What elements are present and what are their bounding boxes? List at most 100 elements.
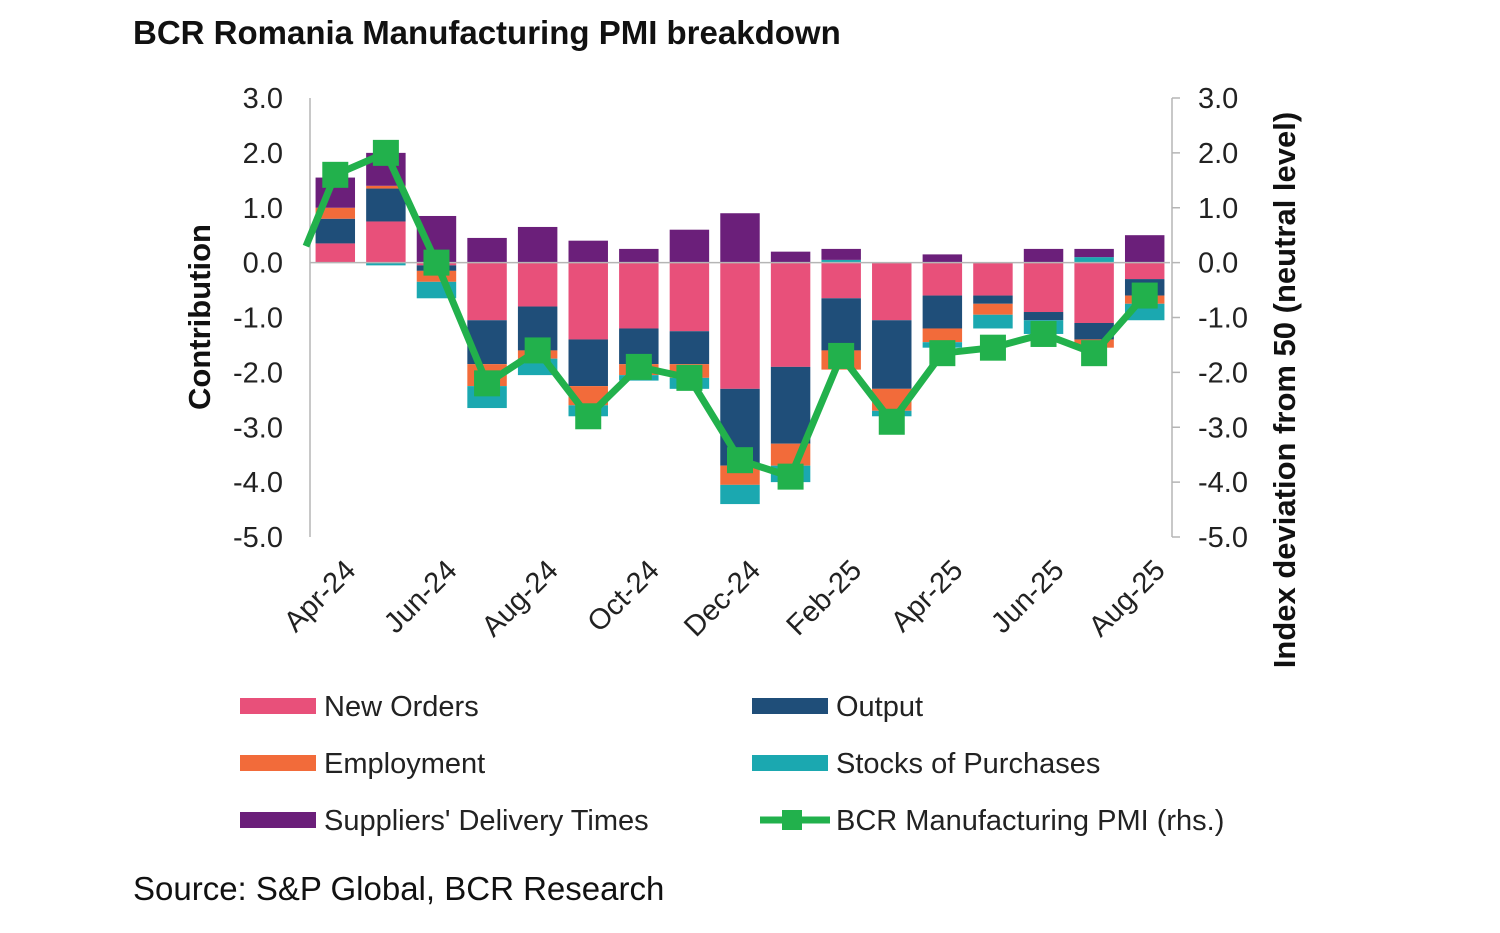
pmi-marker: [524, 337, 551, 364]
pmi-marker: [676, 364, 703, 391]
legend-swatch: [752, 755, 828, 771]
bar-segment: [517, 226, 558, 263]
y2-tick-label: -1.0: [1198, 303, 1248, 335]
bar-segment: [1074, 322, 1114, 340]
bar-segment: [872, 262, 912, 321]
bar-segment: [1074, 257, 1114, 263]
legend-marker-swatch: [782, 810, 802, 830]
legend: New Orders Output Employment Stocks of Purc…: [240, 691, 1224, 837]
bar-segment: [973, 303, 1013, 315]
pmi-marker: [828, 342, 855, 369]
y-tick-label: 0.0: [243, 248, 283, 280]
pmi-marker: [625, 353, 652, 380]
bar-segment: [1023, 262, 1064, 313]
pmi-marker: [322, 161, 349, 188]
y-tick-label: 2.0: [243, 138, 283, 170]
bar-segment: [720, 262, 760, 389]
pmi-marker: [727, 447, 753, 474]
legend-swatch: [240, 698, 316, 714]
chart-title: BCR Romania Manufacturing PMI breakdown: [133, 14, 841, 51]
bar-segment: [416, 270, 457, 282]
pmi-marker: [1081, 340, 1108, 367]
legend-swatch: [240, 755, 316, 771]
bar-segment: [770, 251, 811, 263]
y-tick-label: -2.0: [233, 357, 283, 389]
y2-tick-label: -4.0: [1198, 467, 1248, 499]
pmi-marker: [474, 370, 501, 397]
bar-segment: [315, 207, 356, 219]
legend-swatch: [240, 812, 316, 828]
bar-segment: [366, 221, 406, 263]
pmi-line-layer: [302, 139, 1158, 490]
pmi-marker: [777, 463, 804, 490]
bar-segment: [1023, 248, 1064, 263]
x-tick-label: Apr-24: [278, 554, 362, 638]
bar-segment: [315, 218, 356, 244]
bar-segment: [821, 298, 861, 351]
bar-segment: [1074, 248, 1114, 258]
legend-label: Output: [836, 691, 923, 723]
bar-segment: [467, 262, 507, 321]
bar-segment: [517, 262, 558, 307]
pmi-marker: [979, 334, 1006, 361]
x-tick-label: Feb-25: [781, 554, 869, 642]
y-tick-label: -4.0: [233, 467, 283, 499]
pmi-marker: [372, 139, 399, 166]
y-tick-label: -3.0: [233, 412, 283, 444]
bar-segment: [922, 262, 963, 296]
bar-segment: [1023, 312, 1064, 321]
bar-segment: [1124, 235, 1165, 263]
x-tick-label: Oct-24: [582, 554, 666, 638]
legend-swatch: [752, 698, 828, 714]
source-note: Source: S&P Global, BCR Research: [133, 870, 665, 907]
y-tick-label: -1.0: [233, 303, 283, 335]
bar-segment: [1124, 262, 1165, 280]
pmi-marker: [1131, 282, 1158, 309]
bar-segment: [315, 243, 356, 263]
bar-segment: [568, 240, 608, 263]
y2-tick-label: -2.0: [1198, 357, 1248, 389]
pmi-marker: [929, 340, 956, 367]
bar-segment: [770, 262, 811, 367]
legend-label: Employment: [324, 748, 485, 780]
pmi-marker: [575, 403, 602, 430]
y-tick-label: -5.0: [233, 522, 283, 554]
bar-segment: [366, 188, 406, 222]
y2-tick-label: 1.0: [1198, 193, 1238, 225]
y2-axis-title: Index deviation from 50 (neutral level): [1267, 112, 1302, 668]
bar-segment: [973, 262, 1013, 296]
bar-segment: [366, 185, 406, 189]
bar-segment: [770, 366, 811, 444]
y2-tick-label: 3.0: [1198, 83, 1238, 115]
legend-label: Suppliers' Delivery Times: [324, 805, 649, 837]
bar-segment: [922, 295, 963, 329]
legend-label: BCR Manufacturing PMI (rhs.): [836, 805, 1224, 837]
bar-segment: [872, 320, 912, 389]
y2-tick-label: -3.0: [1198, 412, 1248, 444]
bar-segment: [467, 237, 507, 263]
bar-segment: [973, 314, 1013, 329]
y-tick-label: 3.0: [243, 83, 283, 115]
y2-tick-label: 0.0: [1198, 248, 1238, 280]
pmi-marker: [878, 408, 905, 435]
y2-tick-label: 2.0: [1198, 138, 1238, 170]
y2-tick-label: -5.0: [1198, 522, 1248, 554]
bar-segment: [922, 254, 963, 263]
x-tick-label: Jun-24: [378, 554, 463, 639]
bar-segment: [568, 262, 608, 340]
bar-segment: [922, 328, 963, 343]
bar-segment: [619, 262, 659, 329]
pmi-marker: [1030, 320, 1057, 347]
legend-label: New Orders: [324, 691, 479, 723]
bar-segment: [366, 262, 406, 266]
y-axis-title: Contribution: [182, 224, 217, 410]
bar-segment: [1074, 262, 1114, 323]
bar-segment: [619, 248, 659, 263]
axes-layer: 3.0 3.0 2.0 2.0 1.0 1.0 0.0 0.0 -1.0 -1.0 -2.0 -2.0…: [233, 83, 1248, 554]
bar-segment: [821, 248, 861, 260]
bar-segment: [669, 262, 710, 332]
x-tick-label: Jun-25: [985, 554, 1070, 639]
x-tick-label: Aug-24: [476, 554, 565, 643]
x-tick-label: Aug-25: [1083, 554, 1172, 643]
